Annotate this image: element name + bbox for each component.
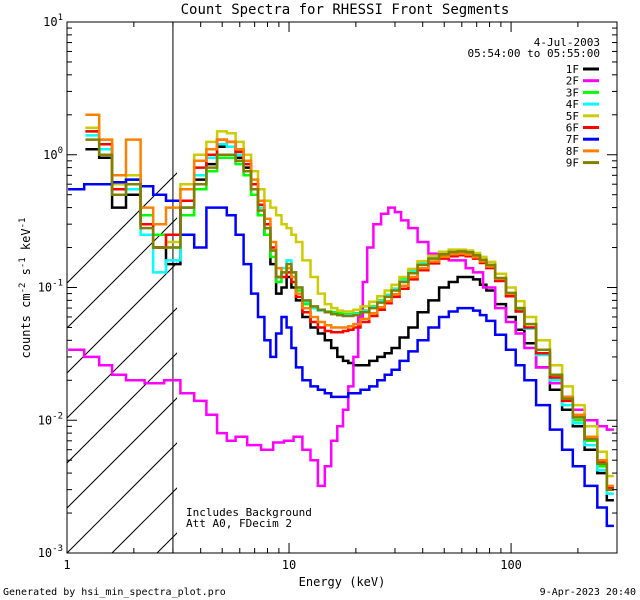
series-line-5f: [85, 126, 614, 478]
y-tick-label: 100: [43, 146, 63, 162]
y-label-base: counts cm: [19, 293, 33, 358]
legend-label-7f: 7F: [566, 133, 579, 146]
x-tick-label: 100: [500, 558, 522, 572]
y-tick-label: 101: [43, 13, 63, 29]
hatch-line: [67, 217, 177, 329]
legend-label-3f: 3F: [566, 86, 579, 99]
footer-timestamp: 9-Apr-2023 20:40: [540, 587, 636, 598]
plot-frame: [66, 21, 618, 554]
y-tick-label: 10-3: [38, 544, 63, 560]
legend-label-4f: 4F: [566, 98, 579, 111]
series-line-9f: [85, 138, 614, 491]
legend-label-9f: 9F: [566, 157, 579, 170]
y-label-mid: s: [19, 268, 33, 282]
hatch-line: [292, 22, 640, 553]
series-line-2f: [68, 206, 614, 488]
y-axis-label: counts cm-2 s-1 keV-1: [18, 218, 33, 359]
series-line-7f: [68, 178, 614, 528]
legend-label-1f: 1F: [566, 63, 579, 76]
y-axis: 10-3 10-2 10-1 100 101: [38, 13, 617, 560]
y-label-unit: keV: [19, 228, 33, 257]
annotation-background: Includes Background: [186, 506, 312, 519]
legend-label-5f: 5F: [566, 110, 579, 123]
hatched-region: [67, 22, 640, 553]
series-line-4f: [85, 134, 614, 495]
hatch-line: [67, 442, 177, 553]
x-tick-label: 10: [282, 558, 296, 572]
time-range-label: 05:54:00 to 05:55:00: [468, 47, 600, 60]
hatch-line: [67, 397, 177, 509]
y-label-exp1: -2: [18, 283, 28, 294]
x-axis: 1 10 100: [63, 22, 618, 572]
x-axis-label: Energy (keV): [299, 575, 386, 589]
legend-label-6f: 6F: [566, 122, 579, 135]
series-layer: [68, 113, 614, 528]
legend-label-8f: 8F: [566, 145, 579, 158]
hatch-line: [67, 262, 177, 374]
y-label-exp2: -1: [18, 257, 28, 268]
y-tick-label: 10-2: [38, 411, 63, 427]
x-tick-label: 1: [63, 558, 70, 572]
annotation-attenuator: Att A0, FDecim 2: [186, 517, 292, 530]
date-label: 4-Jul-2003: [534, 36, 600, 49]
hatch-line: [111, 487, 177, 553]
chart-title: Count Spectra for RHESSI Front Segments: [181, 2, 510, 18]
legend-label-2f: 2F: [566, 75, 579, 88]
footer-generator: Generated by hsi_min_spectra_plot.pro: [3, 587, 226, 598]
y-tick-label: 10-1: [38, 279, 63, 295]
y-label-exp3: -1: [18, 218, 28, 229]
series-line-8f: [85, 113, 614, 488]
